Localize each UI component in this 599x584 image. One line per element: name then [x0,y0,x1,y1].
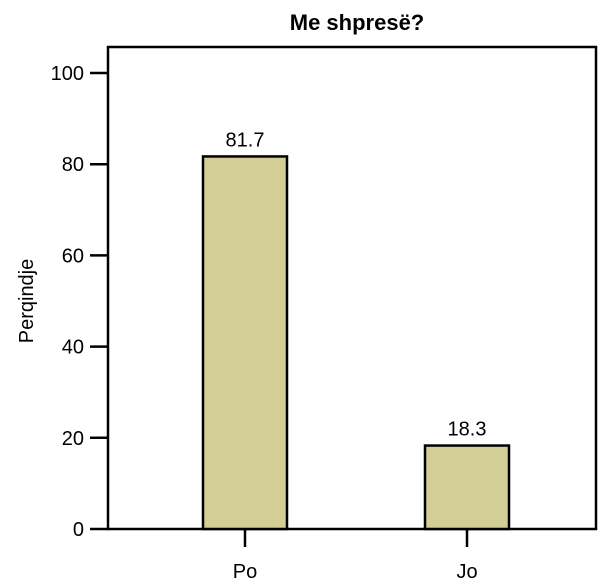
y-tick-label: 80 [62,154,84,176]
plot-frame [106,45,598,531]
y-tick-label: 100 [51,63,84,85]
y-tick-label: 40 [62,337,84,359]
data-label: 18.3 [448,419,487,441]
bar [423,444,511,531]
bar [201,155,289,531]
y-tick-label: 60 [62,245,84,267]
y-axis-title: Perqindje [16,259,38,344]
y-tick-label: 20 [62,428,84,450]
chart-title: Me shpresë? [290,10,425,35]
y-tick-label: 0 [73,519,84,541]
x-tick-label: Po [233,561,257,583]
data-label: 81.7 [226,129,265,151]
x-tick-label: Jo [456,561,477,583]
plot-area: 0 20 40 60 80 100 81.7 Po 18.3 Jo [51,45,598,583]
